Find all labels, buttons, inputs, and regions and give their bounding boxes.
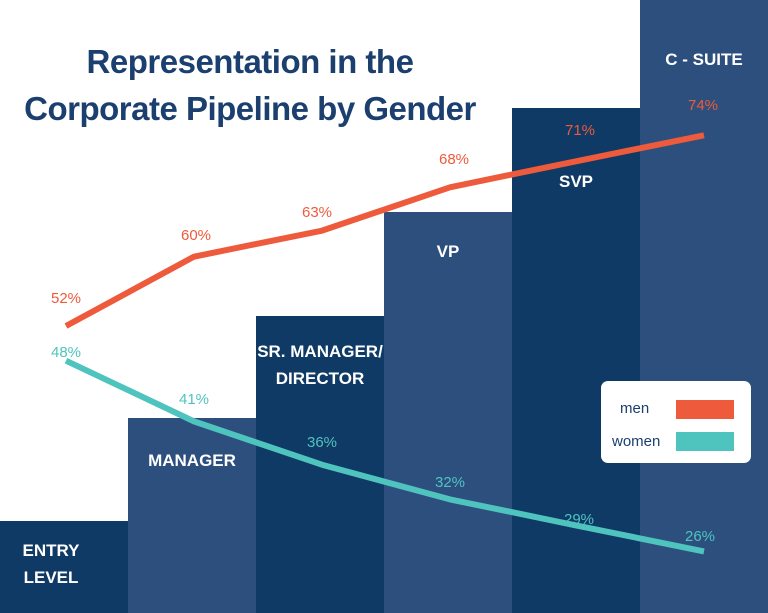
value-label-men-2: 60% — [181, 227, 211, 244]
stage-label-6-line-1: C - SUITE — [665, 50, 742, 69]
series-line-men — [64, 132, 705, 329]
stage-bar-1 — [0, 521, 128, 613]
stage-bar-5 — [512, 108, 640, 613]
chart-title-line-2: Corporate Pipeline by Gender — [24, 90, 476, 127]
value-label-men-5: 71% — [565, 122, 595, 139]
legend-label-men: men — [620, 400, 649, 417]
value-label-women-2: 41% — [179, 391, 209, 408]
stage-bar-2 — [128, 418, 256, 613]
value-label-men-3: 63% — [302, 204, 332, 221]
stage-label-1-line-2: LEVEL — [24, 568, 79, 587]
stage-label-3-line-1: SR. MANAGER/ — [257, 342, 383, 361]
stage-label-3-line-2: DIRECTOR — [276, 369, 364, 388]
legend-label-women: women — [611, 433, 660, 450]
value-label-women-4: 32% — [435, 474, 465, 491]
value-label-women-5: 29% — [564, 511, 594, 528]
legend-swatch-women — [676, 432, 734, 451]
value-label-women-6: 26% — [685, 528, 715, 545]
legend: men women — [601, 381, 751, 463]
chart-title: Representation in the Corporate Pipeline… — [24, 43, 477, 127]
value-label-women-3: 36% — [307, 434, 337, 451]
stage-label-4-line-1: VP — [437, 242, 460, 261]
series-lines — [64, 132, 705, 555]
stage-label-1-line-1: ENTRY — [23, 541, 81, 560]
value-label-women-1: 48% — [51, 344, 81, 361]
stage-label-2-line-1: MANAGER — [148, 451, 236, 470]
value-labels: 52% 60% 63% 68% 71% 74% 48% 41% 36% 32% 29% 26% — [51, 97, 718, 545]
stage-bar-4 — [384, 212, 512, 613]
series-line-women — [64, 357, 705, 555]
stage-label-5-line-1: SVP — [559, 172, 593, 191]
stage-bar-6 — [640, 0, 768, 613]
legend-swatch-men — [676, 400, 734, 419]
value-label-men-6: 74% — [688, 97, 718, 114]
stage-labels: ENTRY LEVEL MANAGER SR. MANAGER/DIRECTOR VP S… — [23, 50, 743, 587]
value-label-men-1: 52% — [51, 290, 81, 307]
value-label-men-4: 68% — [439, 151, 469, 168]
chart-title-line-1: Representation in the — [87, 43, 414, 80]
